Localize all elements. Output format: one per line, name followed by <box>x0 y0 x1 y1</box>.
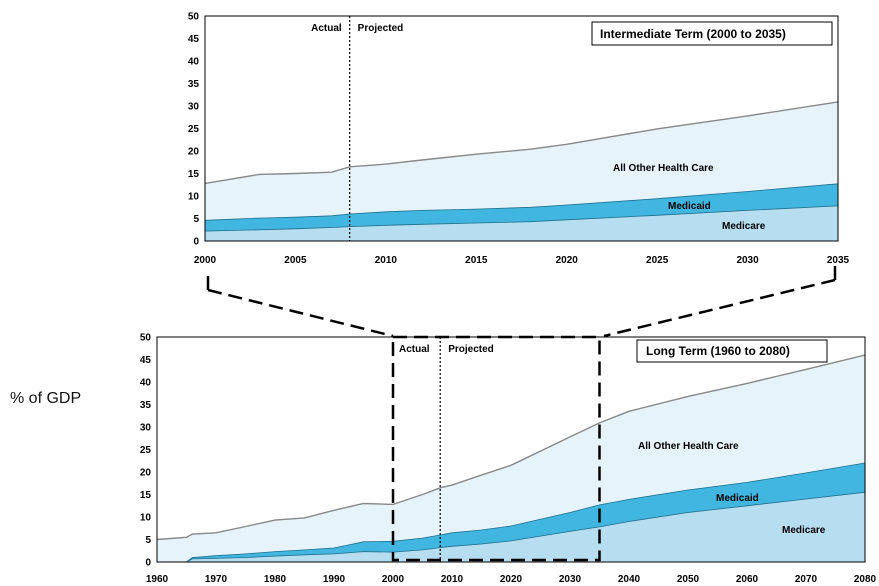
long-term-legend-medicaid: Medicaid <box>716 493 759 504</box>
long-term-x-ticks: 1960 1970 1980 1990 2000 2010 2020 2030 2040 2050… <box>146 574 877 585</box>
long-term-y-tick-label: 25 <box>140 445 152 456</box>
long-term-y-tick-label: 45 <box>140 355 152 366</box>
long-term-x-tick-label: 2050 <box>677 574 700 585</box>
intermediate-projected-label: Projected <box>358 23 404 34</box>
long-term-line-medicaid <box>157 462 865 562</box>
long-term-x-tick-label: 1980 <box>264 574 287 585</box>
intermediate-y-tick-label: 20 <box>188 147 200 158</box>
long-term-legend-all-other: All Other Health Care <box>638 441 739 452</box>
y-axis-label: % of GDP <box>10 390 81 407</box>
long-term-y-ticks: 0 5 10 15 20 25 30 35 40 45 50 <box>140 333 152 569</box>
long-term-area-all-other-health-care <box>157 355 865 562</box>
intermediate-area-all-other-health-care <box>205 101 838 221</box>
long-term-chart: 0 5 10 15 20 25 30 35 40 45 50 1960 1970 1980 1990 200… <box>140 333 877 586</box>
long-term-y-tick-label: 10 <box>140 513 152 524</box>
long-term-x-tick-label: 2000 <box>382 574 405 585</box>
intermediate-plot-frame <box>204 15 839 242</box>
intermediate-y-tick-label: 10 <box>188 192 200 203</box>
zoom-connector-left <box>207 288 394 338</box>
intermediate-y-tick-label: 50 <box>188 12 200 23</box>
intermediate-x-tick-label: 2005 <box>284 255 307 266</box>
intermediate-area-medicare <box>205 205 838 241</box>
intermediate-x-ticks: 2000 2005 2010 2015 2020 2025 2030 2035 <box>194 255 850 266</box>
intermediate-y-tick-label: 40 <box>188 57 200 68</box>
long-term-line-medicare <box>157 491 865 562</box>
zoom-connector-right <box>603 278 836 338</box>
intermediate-y-tick-label: 30 <box>188 102 200 113</box>
long-term-area-layers <box>157 354 865 562</box>
long-term-line-all-other-health-care <box>157 354 865 541</box>
intermediate-line-medicaid <box>205 183 838 221</box>
long-term-y-tick-label: 0 <box>145 558 151 569</box>
long-term-y-tick-label: 15 <box>140 490 152 501</box>
intermediate-x-tick-label: 2000 <box>194 255 217 266</box>
intermediate-actual-label: Actual <box>311 23 342 34</box>
long-term-x-tick-label: 2060 <box>736 574 759 585</box>
long-term-actual-label: Actual <box>399 344 430 355</box>
long-term-x-tick-label: 2030 <box>559 574 582 585</box>
long-term-y-tick-label: 50 <box>140 333 152 344</box>
long-term-y-tick-label: 40 <box>140 378 152 389</box>
intermediate-x-tick-label: 2015 <box>465 255 488 266</box>
intermediate-area-layers <box>205 101 838 241</box>
long-term-zoom-box <box>391 335 601 562</box>
intermediate-y-tick-label: 15 <box>188 169 200 180</box>
long-term-x-tick-label: 1960 <box>146 574 169 585</box>
intermediate-x-tick-label: 2025 <box>646 255 669 266</box>
long-term-x-tick-label: 1990 <box>323 574 346 585</box>
intermediate-x-tick-label: 2035 <box>827 255 850 266</box>
intermediate-y-tick-label: 0 <box>193 237 199 248</box>
long-term-x-tick-label: 2040 <box>618 574 641 585</box>
intermediate-y-ticks: 0 5 10 15 20 25 30 35 40 45 50 <box>188 12 200 248</box>
long-term-area-medicare <box>157 492 865 562</box>
intermediate-y-tick-label: 35 <box>188 79 200 90</box>
long-term-x-tick-label: 1970 <box>205 574 228 585</box>
long-term-y-tick-label: 5 <box>145 535 151 546</box>
long-term-projected-label: Projected <box>448 344 494 355</box>
intermediate-y-tick-label: 5 <box>193 214 199 225</box>
long-term-x-tick-label: 2070 <box>795 574 818 585</box>
long-term-x-tick-label: 2080 <box>854 574 877 585</box>
long-term-y-tick-label: 35 <box>140 400 152 411</box>
intermediate-title-box <box>591 21 833 46</box>
long-term-chart-title: Long Term (1960 to 2080) <box>646 344 790 358</box>
long-term-y-tick-label: 30 <box>140 423 152 434</box>
intermediate-x-tick-label: 2030 <box>736 255 759 266</box>
intermediate-y-tick-label: 25 <box>188 124 200 135</box>
intermediate-legend-all-other: All Other Health Care <box>613 163 714 174</box>
intermediate-chart-title: Intermediate Term (2000 to 2035) <box>600 27 786 41</box>
long-term-x-tick-label: 2010 <box>441 574 464 585</box>
intermediate-area-medicaid <box>205 183 838 232</box>
intermediate-line-all-other-health-care <box>205 101 838 185</box>
long-term-y-tick-label: 20 <box>140 468 152 479</box>
intermediate-line-medicare <box>205 205 838 232</box>
long-term-title-box <box>636 339 828 363</box>
intermediate-x-tick-label: 2010 <box>375 255 398 266</box>
intermediate-y-tick-label: 45 <box>188 34 200 45</box>
long-term-legend-medicare: Medicare <box>782 525 826 536</box>
intermediate-legend-medicare: Medicare <box>722 221 766 232</box>
intermediate-x-tick-label: 2020 <box>556 255 579 266</box>
intermediate-legend-medicaid: Medicaid <box>668 201 711 212</box>
long-term-x-tick-label: 2020 <box>500 574 523 585</box>
